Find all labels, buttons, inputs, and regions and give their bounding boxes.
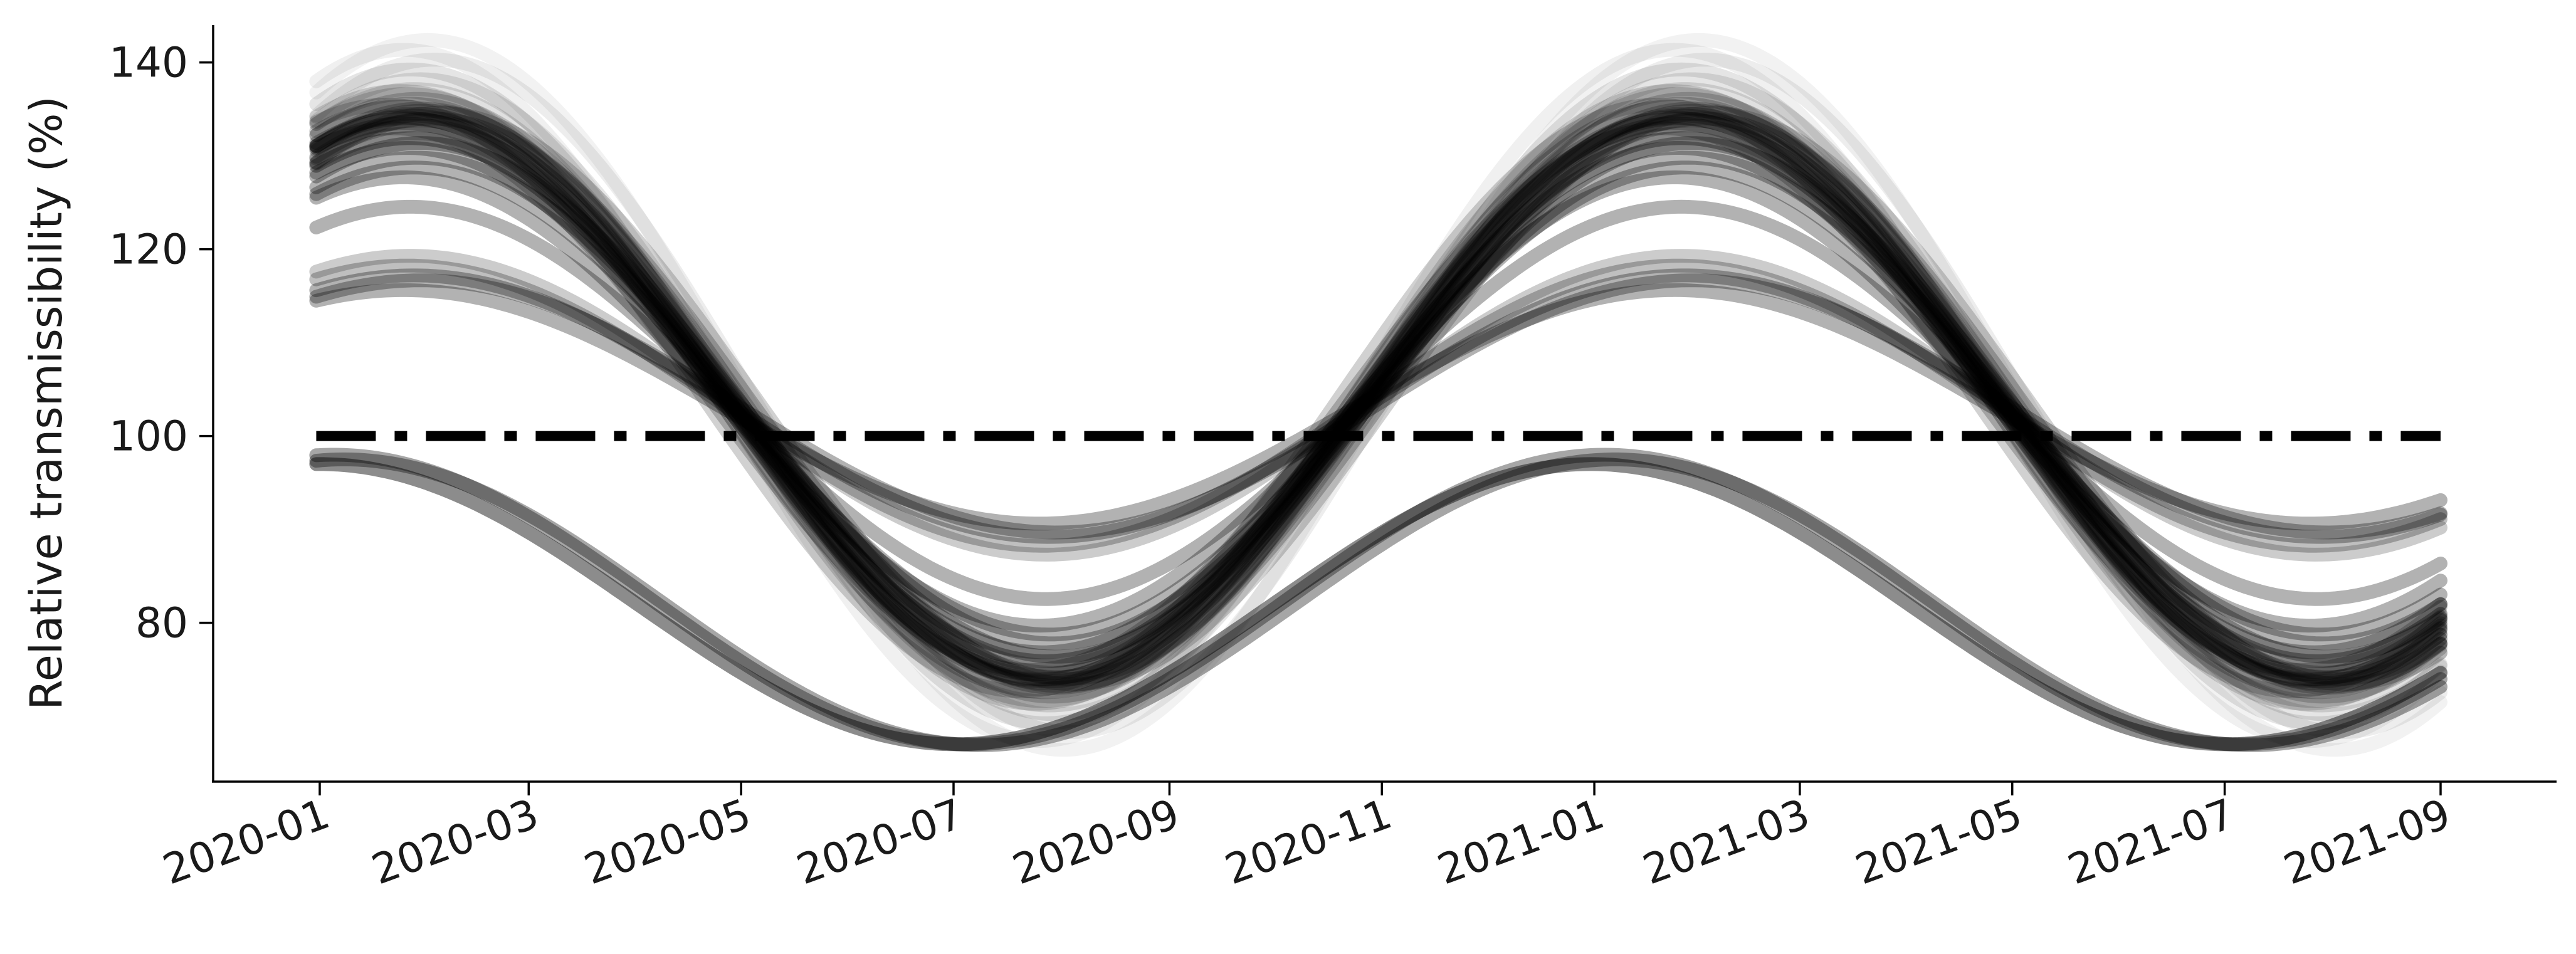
series-line-33 xyxy=(309,249,2447,562)
series-line-38 xyxy=(309,448,2447,752)
series-line-26 xyxy=(309,131,2447,668)
series-line-14 xyxy=(309,126,2447,673)
series-line-34 xyxy=(309,268,2447,544)
series-line-12 xyxy=(309,108,2447,689)
series-line-4 xyxy=(309,116,2447,682)
series-line-19 xyxy=(309,82,2447,713)
series-line-15 xyxy=(309,105,2447,691)
series-line-22 xyxy=(309,53,2447,740)
series-line-30 xyxy=(309,160,2447,642)
series-line-29 xyxy=(309,150,2447,651)
series-line-32 xyxy=(309,199,2447,606)
series-line-2 xyxy=(309,107,2447,691)
y-tick-label: 120 xyxy=(109,226,188,274)
series-line-40 xyxy=(309,452,2447,752)
series-line-37 xyxy=(309,258,2447,553)
series-line-31 xyxy=(309,170,2447,633)
series-line-20 xyxy=(309,72,2447,721)
series-line-5 xyxy=(309,97,2447,700)
series-line-39 xyxy=(309,457,2447,752)
y-ticks: 80 100 120 140 xyxy=(109,39,213,647)
series-line-25 xyxy=(309,84,2447,711)
x-tick-label: 2021-01 xyxy=(1431,790,1610,894)
x-tick-label: 2020-09 xyxy=(1006,790,1185,894)
series-line-23 xyxy=(309,43,2447,748)
series-line-28 xyxy=(309,140,2447,659)
series-line-1 xyxy=(309,111,2447,686)
series-line-21 xyxy=(309,62,2447,730)
series-line-35 xyxy=(309,283,2447,531)
y-tick-label: 100 xyxy=(109,412,188,461)
series-line-13 xyxy=(309,86,2447,708)
series-line-24 xyxy=(309,33,2447,757)
y-tick-label: 80 xyxy=(135,599,188,647)
y-axis-label: Relative transmissibility (%) xyxy=(21,96,72,710)
x-tick-label: 2020-03 xyxy=(365,790,544,894)
series-line-11 xyxy=(309,113,2447,684)
series-lines xyxy=(309,33,2447,757)
series-line-18 xyxy=(309,118,2447,680)
x-tick-label: 2021-05 xyxy=(1849,790,2028,894)
x-tick-label: 2020-07 xyxy=(791,790,969,894)
series-line-9 xyxy=(309,103,2447,693)
series-line-8 xyxy=(309,121,2447,677)
series-line-17 xyxy=(309,110,2447,687)
x-tick-label: 2021-07 xyxy=(2062,790,2241,894)
series-line-6 xyxy=(309,111,2447,686)
y-tick-label: 140 xyxy=(109,39,188,87)
x-tick-label: 2020-05 xyxy=(578,790,757,894)
series-line-27 xyxy=(309,136,2447,664)
series-line-16 xyxy=(309,98,2447,698)
series-line-10 xyxy=(309,100,2447,697)
x-tick-label: 2020-11 xyxy=(1219,790,1397,894)
series-line-7 xyxy=(309,92,2447,704)
x-tick-label: 2021-03 xyxy=(1637,790,1816,894)
x-tick-label: 2020-01 xyxy=(157,790,335,894)
x-ticks: 2020-01 2020-03 2020-05 2020-07 2020-09 2020-… xyxy=(157,782,2456,894)
series-line-36 xyxy=(309,273,2447,540)
x-tick-label: 2021-09 xyxy=(2278,790,2456,894)
series-line-3 xyxy=(309,102,2447,695)
axes xyxy=(212,25,2557,783)
